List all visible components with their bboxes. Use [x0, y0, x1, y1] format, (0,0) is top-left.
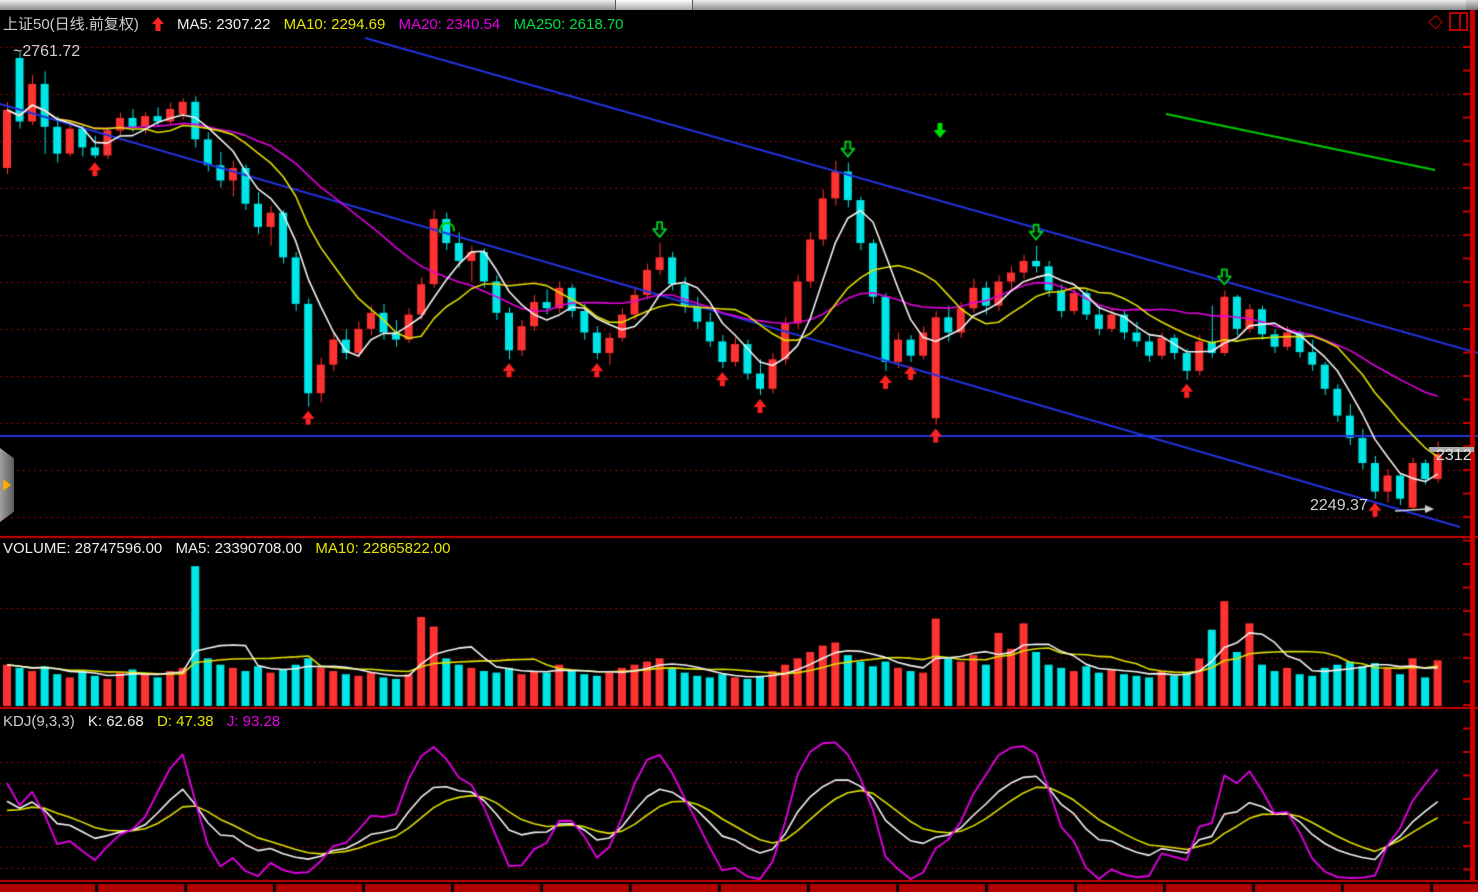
- scrollbar-end-button[interactable]: [1466, 0, 1478, 10]
- volume-ma5: MA5: 23390708.00: [175, 540, 303, 557]
- kdj-name: KDJ(9,3,3): [3, 713, 75, 730]
- kdj-d: D: 47.38: [156, 713, 214, 730]
- low-price-label: 2249.37: [1310, 497, 1368, 514]
- main-chart-header: 上证50(日线.前复权) MA5: 2307.22 MA10: 2294.69 …: [3, 13, 633, 35]
- legend-ma20: MA20: 2340.54: [398, 16, 501, 33]
- up-arrow-icon: [151, 17, 164, 35]
- volume-value: VOLUME: 28747596.00: [3, 540, 163, 557]
- dual-pane-icon[interactable]: [1449, 12, 1468, 31]
- legend-ma250: MA250: 2618.70: [513, 16, 624, 33]
- volume-ma10: MA10: 22865822.00: [315, 540, 451, 557]
- diamond-icon[interactable]: ◇: [1428, 10, 1443, 32]
- expand-arrow-icon: [3, 479, 11, 491]
- high-price-label: ~2761.72: [13, 43, 81, 60]
- kdj-pane-header: KDJ(9,3,3) K: 62.68 D: 47.38 J: 93.28: [3, 713, 289, 730]
- scrollbar-thumb[interactable]: [615, 0, 693, 10]
- last-price-marker-bar: [1429, 447, 1474, 452]
- volume-pane-header: VOLUME: 28747596.00 MA5: 23390708.00 MA1…: [3, 540, 460, 557]
- kdj-j: J: 93.28: [226, 713, 281, 730]
- horizontal-scrollbar[interactable]: [0, 0, 1478, 10]
- kdj-k: K: 62.68: [87, 713, 144, 730]
- last-price-label: 2312: [1436, 447, 1472, 464]
- legend-ma5: MA5: 2307.22: [177, 16, 271, 33]
- window-corner-icons: ◇: [1428, 12, 1468, 31]
- chart-title: 上证50(日线.前复权): [3, 16, 139, 33]
- legend-ma10: MA10: 2294.69: [283, 16, 386, 33]
- left-panel-expand-handle[interactable]: [0, 448, 14, 522]
